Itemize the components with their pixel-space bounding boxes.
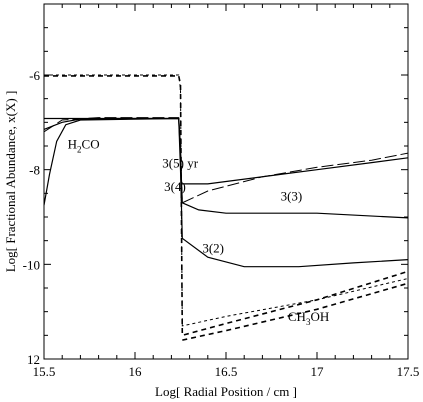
series-line-6 (43, 117, 409, 219)
series-line-7 (44, 117, 409, 268)
series-line-3 (182, 282, 409, 341)
series-line-2 (44, 74, 409, 327)
annotation-t33: 3(3) (281, 188, 303, 203)
annotation-h2co: H2CO (68, 136, 100, 154)
annotation-ch3oh: CH3OH (288, 309, 329, 327)
annotation-t32: 3(2) (202, 241, 224, 256)
y-tick-label: -6 (29, 68, 40, 83)
x-tick-label: 16.5 (215, 364, 238, 379)
series-line-5 (43, 117, 409, 204)
ticks-layer: 15.5 16 16.5 17 17.5 -6 -8 -10 12 (23, 4, 420, 379)
y-axis-label: Log[ Fractional Abundance, x(X) ] (3, 91, 18, 273)
series-layer (43, 74, 409, 341)
x-axis-label: Log[ Radial Position / cm ] (155, 384, 297, 399)
annotation-layer: H2CO 3(5) yr 3(4) 3(3) 3(2) CH3OH (68, 136, 330, 327)
x-tick-label: 16 (129, 364, 143, 379)
series-line-1 (44, 75, 409, 337)
x-tick-label: 17.5 (397, 364, 420, 379)
y-tick-label: -10 (23, 257, 40, 272)
x-tick-label: 17 (311, 364, 325, 379)
annotation-t34: 3(4) (164, 179, 186, 194)
y-tick-label: 12 (27, 352, 40, 367)
x-tick-label: 15.5 (33, 364, 56, 379)
annotation-t35: 3(5) yr (162, 155, 198, 170)
y-tick-label: -8 (29, 163, 40, 178)
